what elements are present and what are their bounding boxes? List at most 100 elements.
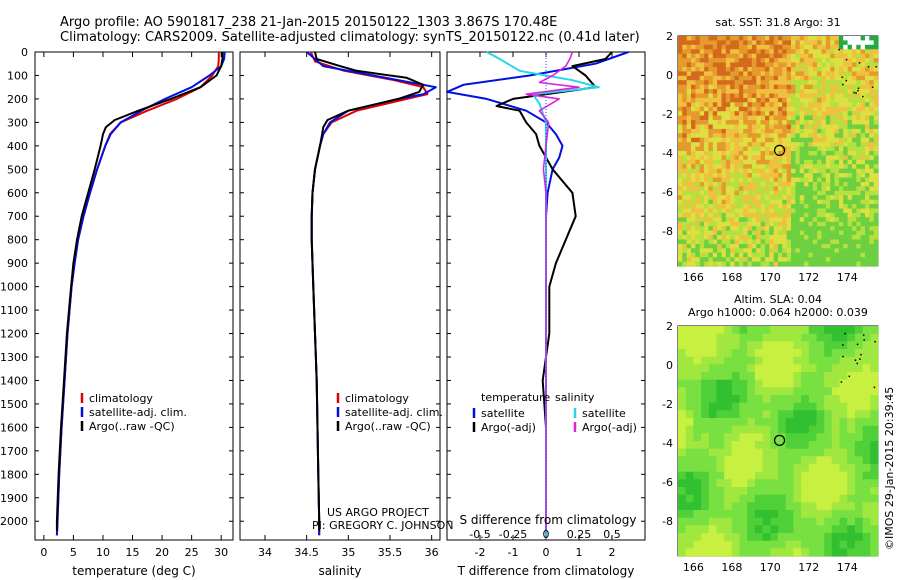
map-cell xyxy=(747,548,756,557)
map-cell xyxy=(808,433,817,442)
map-cell xyxy=(730,49,735,55)
map-cell xyxy=(856,155,861,161)
map-cell xyxy=(678,510,687,519)
map-cell xyxy=(856,230,861,236)
map-cell xyxy=(778,217,783,223)
map-cell xyxy=(851,75,857,81)
map-cell xyxy=(691,84,696,90)
map-cell xyxy=(724,418,733,427)
map-cell xyxy=(686,226,692,231)
map-cell xyxy=(795,155,801,161)
map-cell xyxy=(701,387,710,396)
map-cell xyxy=(824,341,833,350)
map-cell xyxy=(762,548,771,557)
map-cell xyxy=(804,93,809,99)
map-cell xyxy=(682,212,687,218)
map-cell xyxy=(869,84,874,90)
map-cell xyxy=(793,456,802,465)
map-cell xyxy=(678,418,687,427)
map-cell xyxy=(782,204,787,209)
map-cell xyxy=(730,75,735,81)
map-cell xyxy=(743,75,748,81)
map-cell xyxy=(839,402,848,411)
map-cell xyxy=(708,80,714,85)
map-cell xyxy=(795,120,801,125)
map-cell xyxy=(747,120,753,125)
map-cell xyxy=(816,540,825,549)
map-cell xyxy=(821,221,827,227)
map-cell xyxy=(870,372,879,381)
map-cell xyxy=(712,71,718,77)
map-cell xyxy=(685,379,694,388)
map-cell xyxy=(724,372,733,381)
map-cell xyxy=(725,182,731,187)
map-cell xyxy=(678,142,683,147)
map-cell xyxy=(695,133,701,139)
map-cell xyxy=(824,333,833,342)
map-cell xyxy=(739,425,748,434)
map-cell xyxy=(851,257,857,262)
map-cell xyxy=(808,540,817,549)
map-cell xyxy=(808,510,817,519)
map-cell xyxy=(786,93,792,99)
map-cell xyxy=(808,525,817,534)
map-cell xyxy=(716,456,725,465)
map-cell xyxy=(730,97,735,103)
map-cell xyxy=(824,456,833,465)
map-cell xyxy=(847,186,853,192)
map-cell xyxy=(824,372,833,381)
map-cell xyxy=(747,102,753,108)
map-cell xyxy=(825,128,831,134)
map-cell xyxy=(731,510,740,519)
map-cell xyxy=(808,53,814,59)
map-cell xyxy=(817,128,822,134)
map-cell xyxy=(816,448,825,457)
map-cell xyxy=(701,456,710,465)
map-cell xyxy=(830,115,835,121)
map-cell xyxy=(701,349,710,358)
map-cell xyxy=(834,102,840,108)
map-cell xyxy=(691,195,696,200)
map-cell xyxy=(760,186,766,192)
map-cell xyxy=(873,221,879,227)
map-cell xyxy=(865,252,870,258)
map-cell xyxy=(834,44,840,50)
map-cell xyxy=(708,230,714,236)
map-cell xyxy=(873,71,879,77)
map-cell xyxy=(678,199,683,205)
map-cell xyxy=(708,164,714,170)
map-cell xyxy=(843,221,848,227)
legend-label: Argo(..raw -QC) xyxy=(345,420,431,433)
map-cell xyxy=(804,44,809,50)
map-cell xyxy=(699,248,705,254)
map-cell xyxy=(716,356,725,365)
map-cell xyxy=(804,261,809,267)
map-cell xyxy=(812,40,818,46)
map-cell xyxy=(760,208,766,214)
map-cell xyxy=(782,261,787,267)
map-cell xyxy=(812,93,818,99)
island-dot xyxy=(860,353,862,356)
map-cell xyxy=(801,464,810,473)
map-cell xyxy=(685,540,694,549)
map-cell xyxy=(754,425,763,434)
map-cell xyxy=(847,120,853,125)
map-cell xyxy=(860,146,866,152)
map-cell xyxy=(847,204,853,209)
map-cell xyxy=(873,212,879,218)
map-cell xyxy=(686,217,692,223)
map-cell xyxy=(856,120,861,125)
map-cell xyxy=(769,80,774,85)
map-cell xyxy=(873,164,879,170)
map-cell xyxy=(747,243,753,249)
map-cell xyxy=(795,151,801,156)
map-cell xyxy=(724,326,733,335)
map-cell xyxy=(743,93,748,99)
map-cell xyxy=(873,226,879,231)
map-cell xyxy=(801,326,810,335)
map-y-tick-label: -2 xyxy=(662,398,673,411)
map-cell xyxy=(721,190,727,196)
map-cell xyxy=(712,164,718,170)
figure-title-line1: Argo profile: AO 5901817_238 21-Jan-2015… xyxy=(60,15,558,30)
map-y-tick-label: -4 xyxy=(662,437,673,450)
